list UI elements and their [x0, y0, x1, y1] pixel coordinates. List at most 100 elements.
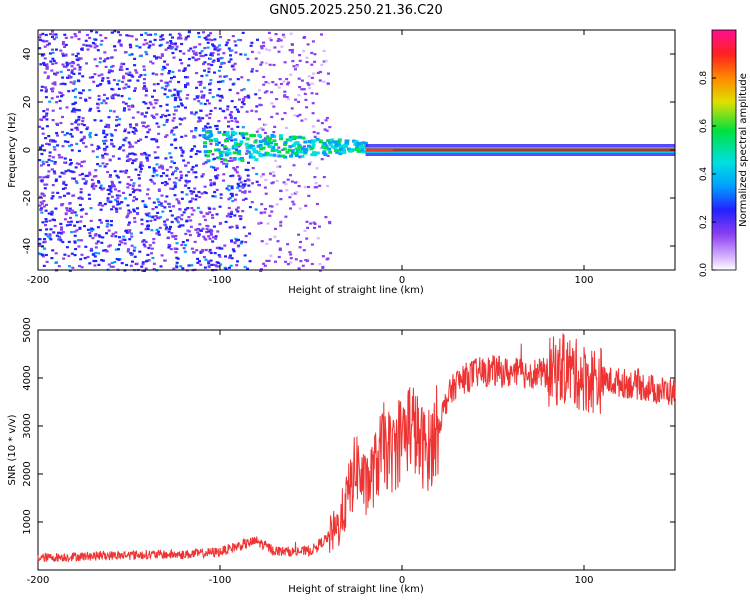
noise-cell	[128, 193, 132, 196]
noise-cell	[311, 40, 315, 43]
noise-cell	[313, 222, 317, 225]
noise-cell	[227, 198, 231, 201]
noise-cell	[58, 107, 62, 110]
noise-cell	[86, 255, 90, 259]
noise-cell	[170, 77, 173, 80]
signal-cell	[252, 134, 257, 137]
noise-cell	[78, 203, 82, 207]
noise-cell	[144, 102, 148, 105]
noise-cell	[184, 106, 187, 109]
noise-cell	[39, 201, 43, 204]
noise-cell	[135, 71, 139, 74]
noise-cell	[51, 57, 55, 60]
noise-cell	[181, 267, 185, 270]
noise-cell	[147, 259, 151, 262]
noise-cell	[143, 115, 147, 118]
noise-cell	[216, 174, 220, 177]
noise-cell	[106, 199, 110, 202]
noise-cell	[109, 200, 113, 203]
noise-cell	[118, 39, 122, 42]
noise-cell	[295, 64, 299, 67]
signal-cell	[241, 132, 246, 136]
noise-cell	[292, 164, 296, 167]
noise-cell	[150, 180, 154, 183]
noise-cell	[133, 64, 137, 67]
noise-cell	[109, 190, 113, 193]
noise-cell	[133, 246, 137, 249]
noise-cell	[180, 174, 184, 177]
signal-cell	[335, 150, 340, 154]
noise-cell	[158, 44, 162, 47]
noise-cell	[130, 105, 134, 108]
noise-cell	[289, 174, 292, 177]
noise-cell	[172, 113, 176, 116]
noise-cell	[125, 229, 128, 232]
noise-cell	[168, 227, 172, 231]
noise-cell	[230, 195, 234, 198]
noise-cell	[86, 48, 90, 51]
noise-cell	[184, 184, 188, 187]
noise-cell	[152, 167, 156, 170]
noise-cell	[50, 168, 54, 171]
noise-cell	[151, 208, 155, 211]
noise-cell	[93, 119, 97, 122]
signal-cell	[235, 143, 240, 147]
noise-cell	[238, 189, 242, 192]
noise-cell	[127, 212, 131, 215]
noise-cell	[135, 262, 139, 265]
noise-cell	[168, 178, 171, 181]
noise-cell	[174, 138, 178, 141]
noise-cell	[139, 170, 143, 173]
noise-cell	[230, 210, 234, 213]
noise-cell	[220, 62, 224, 65]
noise-cell	[186, 239, 189, 242]
noise-cell	[64, 170, 68, 173]
noise-cell	[148, 128, 152, 131]
noise-cell	[181, 151, 185, 154]
signal-cell	[326, 139, 331, 143]
spectrogram-ylabel: Frequency (Hz)	[7, 112, 18, 188]
noise-cell	[94, 233, 98, 236]
noise-cell	[247, 96, 251, 99]
noise-cell	[171, 36, 174, 39]
noise-cell	[180, 214, 184, 217]
noise-cell	[315, 167, 319, 170]
noise-cell	[166, 63, 169, 66]
noise-cell	[99, 57, 102, 60]
noise-cell	[81, 120, 85, 123]
noise-cell	[99, 208, 103, 211]
noise-cell	[242, 103, 246, 106]
noise-cell	[274, 33, 278, 36]
noise-cell	[236, 245, 240, 248]
noise-cell	[310, 262, 314, 266]
noise-cell	[204, 258, 208, 261]
noise-cell	[328, 126, 332, 129]
signal-cell	[214, 148, 219, 152]
noise-cell	[143, 269, 146, 272]
noise-cell	[311, 125, 315, 128]
noise-cell	[172, 267, 176, 270]
noise-cell	[144, 87, 148, 90]
noise-cell	[190, 264, 194, 267]
noise-cell	[73, 224, 77, 227]
noise-cell	[185, 220, 189, 223]
noise-cell	[202, 235, 206, 238]
noise-cell	[160, 86, 164, 89]
noise-cell	[216, 94, 220, 97]
noise-cell	[67, 254, 71, 257]
noise-cell	[303, 145, 307, 148]
noise-cell	[107, 80, 111, 83]
noise-cell	[145, 53, 149, 56]
noise-cell	[59, 70, 63, 73]
noise-cell	[134, 168, 138, 171]
noise-cell	[277, 38, 281, 41]
noise-cell	[46, 176, 50, 179]
noise-cell	[168, 89, 172, 92]
noise-cell	[240, 89, 244, 92]
noise-cell	[142, 65, 146, 68]
noise-cell	[187, 170, 191, 174]
noise-cell	[230, 127, 234, 130]
noise-cell	[184, 244, 187, 247]
noise-cell	[105, 145, 109, 148]
noise-cell	[172, 93, 176, 96]
